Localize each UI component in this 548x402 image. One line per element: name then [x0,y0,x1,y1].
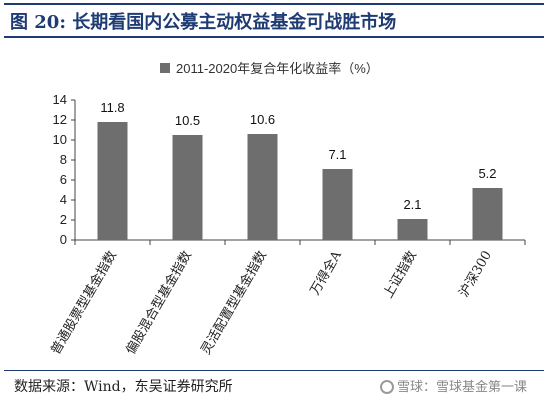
bar-chart: 0 2 4 6 8 10 12 14 11.8 普通股票型基金指数 10.5 偏股混合型基金指数 10.… [48,92,526,357]
legend-swatch [160,63,170,73]
header-rule-top [4,3,544,5]
snowball-logo-icon [380,380,394,394]
data-label: 10.5 [175,113,200,128]
figure-title: 图 20: 长期看国内公募主动权益基金可战胜市场 [10,12,397,33]
legend-label: 2011-2020年复合年化收益率（%） [176,61,379,76]
y-tick-label: 4 [60,192,67,207]
bar [247,134,278,240]
data-label: 5.2 [478,166,496,181]
bar [322,169,353,240]
bar [97,122,128,240]
data-label: 11.8 [100,100,124,115]
data-label: 2.1 [403,197,421,212]
bar [172,135,203,240]
y-tick-label: 10 [53,132,67,147]
data-label: 7.1 [328,147,346,162]
category-label: 普通股票型基金指数 [48,248,120,357]
y-tick-label: 12 [53,112,67,127]
y-tick-label: 14 [53,92,67,107]
header-rule-bottom [4,36,544,38]
chart-legend: 2011-2020年复合年化收益率（%） [160,58,379,77]
watermark: 雪球：雪球基金第一课 [380,376,527,395]
data-label: 10.6 [250,112,275,127]
category-label: 上证指数 [381,249,420,302]
bar [472,188,503,240]
figure-header: 图 20: 长期看国内公募主动权益基金可战胜市场 [0,0,548,38]
source-note: 数据来源：Wind，东吴证券研究所 [14,379,233,395]
y-tick-label: 6 [60,172,67,187]
category-label: 灵活配置型基金指数 [198,248,270,357]
category-label: 偏股混合型基金指数 [123,248,195,357]
y-tick-label: 0 [60,232,67,247]
watermark-text: 雪球：雪球基金第一课 [397,380,528,395]
bar [397,219,428,240]
category-label: 万得全A [307,247,345,297]
footer-rule [4,370,544,371]
category-label: 沪深300 [456,248,495,300]
y-tick-label: 2 [60,212,67,227]
y-tick-label: 8 [60,152,67,167]
